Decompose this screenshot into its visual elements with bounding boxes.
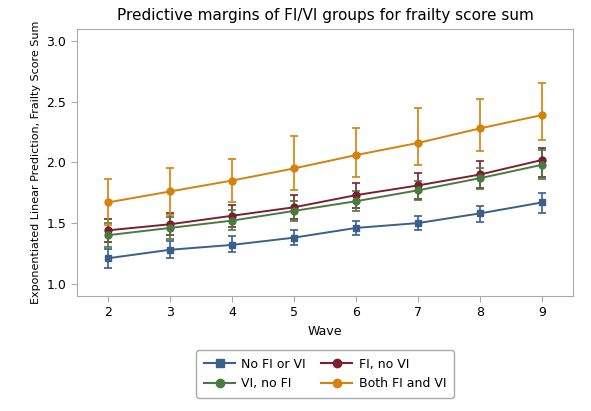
Title: Predictive margins of FI/VI groups for frailty score sum: Predictive margins of FI/VI groups for f… (116, 9, 534, 23)
X-axis label: Wave: Wave (308, 325, 342, 338)
Legend: No FI or VI, VI, no FI, FI, no VI, Both FI and VI: No FI or VI, VI, no FI, FI, no VI, Both … (196, 350, 454, 397)
Y-axis label: Exponentiated Linear Prediction, Frailty Score Sum: Exponentiated Linear Prediction, Frailty… (31, 21, 41, 304)
